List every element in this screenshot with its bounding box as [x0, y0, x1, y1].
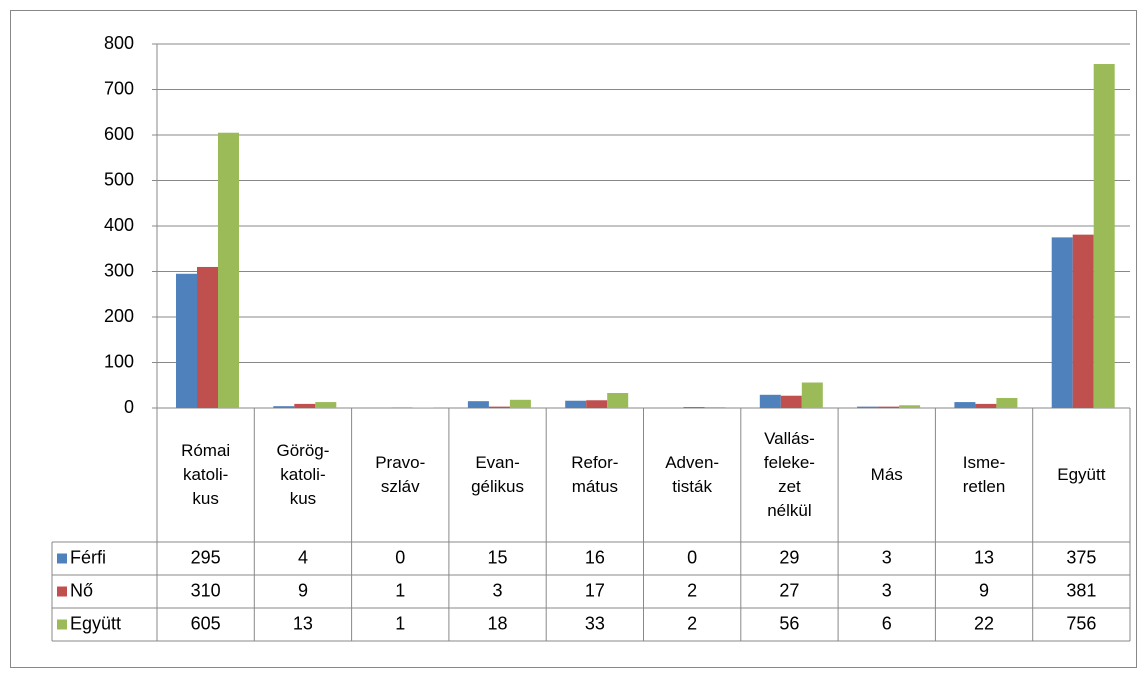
table-value: 22: [974, 613, 994, 633]
table-value: 33: [585, 613, 605, 633]
table-value: 2: [687, 613, 697, 633]
table-value: 0: [687, 547, 697, 567]
x-tick-label: Görög- katoli- kus: [254, 408, 351, 542]
bar: [1094, 64, 1115, 408]
bar: [684, 407, 705, 408]
category-cell: Más: [838, 408, 935, 542]
category-cell: Refor- mátus: [546, 408, 643, 542]
table-value: 13: [293, 613, 313, 633]
x-tick-label: Refor- mátus: [546, 408, 643, 542]
category-cell: Isme- retlen: [935, 408, 1032, 542]
y-tick-label: 800: [104, 33, 134, 53]
table-value: 9: [979, 580, 989, 600]
table-value: 18: [488, 613, 508, 633]
table-value: 27: [779, 580, 799, 600]
table-value: 56: [779, 613, 799, 633]
table-value: 375: [1066, 547, 1096, 567]
bar: [1073, 235, 1094, 408]
legend-label: Együtt: [70, 613, 121, 633]
y-tick-label: 700: [104, 78, 134, 98]
bar: [975, 404, 996, 408]
x-tick-label: Evan- gélikus: [449, 408, 546, 542]
category-cell: Adven- tisták: [644, 408, 741, 542]
bar: [899, 405, 920, 408]
bar: [996, 398, 1017, 408]
y-tick-label: 300: [104, 260, 134, 280]
table-value: 1: [395, 580, 405, 600]
table-value: 17: [585, 580, 605, 600]
bar: [607, 393, 628, 408]
y-tick-label: 500: [104, 169, 134, 189]
bar: [781, 396, 802, 408]
category-cell: Evan- gélikus: [449, 408, 546, 542]
bar: [760, 395, 781, 408]
x-tick-label: Adven- tisták: [644, 408, 741, 542]
bar: [176, 274, 197, 408]
x-tick-label: Vallás- feleke- zet nélkül: [741, 408, 838, 542]
bar: [802, 383, 823, 408]
y-tick-label: 0: [124, 397, 134, 417]
y-tick-label: 100: [104, 351, 134, 371]
bar: [273, 406, 294, 408]
y-tick-label: 200: [104, 306, 134, 326]
table-value: 16: [585, 547, 605, 567]
category-cell: Római katoli- kus: [157, 408, 254, 542]
table-value: 4: [298, 547, 308, 567]
category-cell: Vallás- feleke- zet nélkül: [741, 408, 838, 542]
x-tick-label: Római katoli- kus: [157, 408, 254, 542]
category-cell: Görög- katoli- kus: [254, 408, 351, 542]
table-value: 3: [882, 580, 892, 600]
table-value: 6: [882, 613, 892, 633]
y-tick-label: 600: [104, 124, 134, 144]
bar: [705, 407, 726, 408]
legend-swatch: [57, 554, 67, 564]
bar: [857, 407, 878, 408]
table-value: 29: [779, 547, 799, 567]
table-value: 15: [488, 547, 508, 567]
bar: [197, 267, 218, 408]
bar: [489, 407, 510, 408]
bar: [315, 402, 336, 408]
bar: [468, 401, 489, 408]
table-value: 13: [974, 547, 994, 567]
category-cell: Pravo- szláv: [352, 408, 449, 542]
table-value: 381: [1066, 580, 1096, 600]
table-value: 3: [493, 580, 503, 600]
legend-label: Férfi: [70, 547, 106, 567]
table-value: 0: [395, 547, 405, 567]
x-tick-label: Isme- retlen: [935, 408, 1032, 542]
bar: [954, 402, 975, 408]
table-value: 2: [687, 580, 697, 600]
legend-swatch: [57, 620, 67, 630]
bar: [586, 400, 607, 408]
table-value: 295: [191, 547, 221, 567]
x-tick-label: Együtt: [1033, 408, 1130, 542]
bar: [294, 404, 315, 408]
bar: [565, 401, 586, 408]
table-value: 9: [298, 580, 308, 600]
x-tick-label: Pravo- szláv: [352, 408, 449, 542]
table-value: 756: [1066, 613, 1096, 633]
bar: [878, 407, 899, 408]
table-value: 1: [395, 613, 405, 633]
table-value: 310: [191, 580, 221, 600]
y-tick-label: 400: [104, 215, 134, 235]
x-tick-label: Más: [838, 408, 935, 542]
table-value: 605: [191, 613, 221, 633]
legend-swatch: [57, 587, 67, 597]
table-value: 3: [882, 547, 892, 567]
bar: [218, 133, 239, 408]
legend-label: Nő: [70, 580, 93, 600]
bar: [1052, 237, 1073, 408]
category-cell: Együtt: [1033, 408, 1130, 542]
bar: [510, 400, 531, 408]
